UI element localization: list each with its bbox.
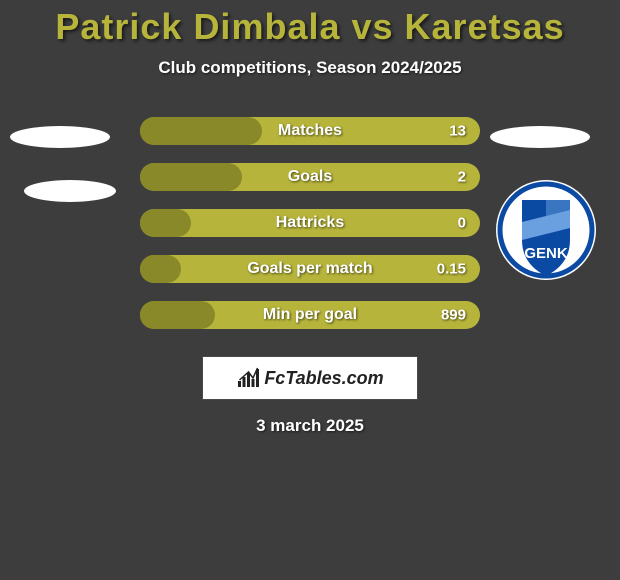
stat-bar-fill: [140, 301, 215, 329]
stat-value: 899: [441, 307, 466, 324]
stat-bar: Min per goal 899: [140, 301, 480, 329]
stat-bar: Goals 2: [140, 163, 480, 191]
stat-value: 0.15: [437, 261, 466, 278]
date-label: 3 march 2025: [0, 416, 620, 436]
brand-text: FcTables.com: [264, 368, 383, 389]
club-badge-text: GENK: [524, 245, 568, 262]
stat-bar-fill: [140, 255, 181, 283]
stat-label: Matches: [278, 122, 342, 140]
stat-value: 2: [458, 169, 466, 186]
stat-bar-fill: [140, 209, 191, 237]
stat-bar-fill: [140, 117, 262, 145]
stat-bar: Matches 13: [140, 117, 480, 145]
stat-label: Hattricks: [276, 214, 344, 232]
stat-bar: Goals per match 0.15: [140, 255, 480, 283]
stat-value: 13: [449, 123, 466, 140]
bar-chart-icon: [236, 367, 260, 389]
club-badge-icon: GENK: [496, 178, 596, 288]
stat-row: Matches 13: [0, 108, 620, 154]
stat-row: Min per goal 899: [0, 292, 620, 338]
stat-bar-fill: [140, 163, 242, 191]
brand-box: FcTables.com: [202, 356, 418, 400]
stat-value: 0: [458, 215, 466, 232]
stat-label: Min per goal: [263, 306, 357, 324]
stat-label: Goals per match: [247, 260, 372, 278]
stat-label: Goals: [288, 168, 332, 186]
page-subtitle: Club competitions, Season 2024/2025: [0, 58, 620, 78]
page-title: Patrick Dimbala vs Karetsas: [0, 0, 620, 48]
stat-bar: Hattricks 0: [140, 209, 480, 237]
